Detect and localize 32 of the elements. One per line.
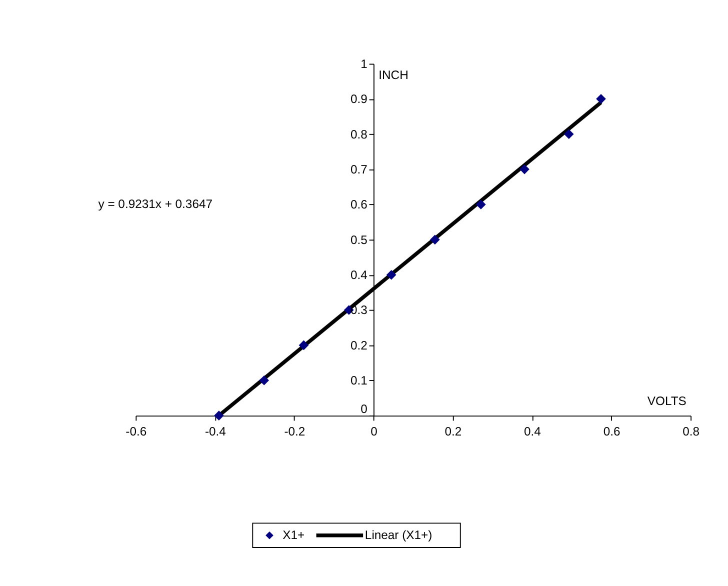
point <box>564 129 574 140</box>
y-tick-label: 0.4 <box>350 268 368 282</box>
x-tick-label: 0.6 <box>603 424 620 439</box>
x-axis-title: VOLTS <box>647 394 686 408</box>
y-tick-label: 0.2 <box>350 338 368 352</box>
y-tick-label: 0.1 <box>350 374 368 388</box>
x-tick-label: 0 <box>370 424 378 439</box>
y-tick-label: 0 <box>360 402 368 416</box>
y-tick-label: 0.9 <box>350 92 368 106</box>
point <box>430 234 440 245</box>
annotation: y = 0.9231x + 0.3647 <box>98 197 213 212</box>
point <box>476 200 486 210</box>
y-axis-title: INCH <box>378 68 408 82</box>
x-tick-label: 0.2 <box>444 424 462 439</box>
legend-label: Linear (X1+) <box>364 528 432 542</box>
point <box>520 164 530 174</box>
point <box>298 340 309 350</box>
y-tick-label: 0.6 <box>350 198 368 212</box>
x-tick-label: -0.6 <box>126 424 147 439</box>
point <box>386 270 396 280</box>
x-tick-label: -0.2 <box>284 424 306 439</box>
y-tick-label: 1 <box>360 56 368 71</box>
point <box>259 375 270 386</box>
x-tick-label: 0.4 <box>524 424 542 439</box>
x-tick-label: 0.8 <box>682 424 700 439</box>
y-tick-label: 0.5 <box>350 232 368 247</box>
y-tick-label: 0.7 <box>350 162 368 177</box>
y-tick-label: 0.8 <box>350 127 368 142</box>
legend-label: X1+ <box>282 528 305 542</box>
point <box>214 410 224 420</box>
point <box>596 94 606 104</box>
x-tick-label: -0.4 <box>204 424 226 439</box>
